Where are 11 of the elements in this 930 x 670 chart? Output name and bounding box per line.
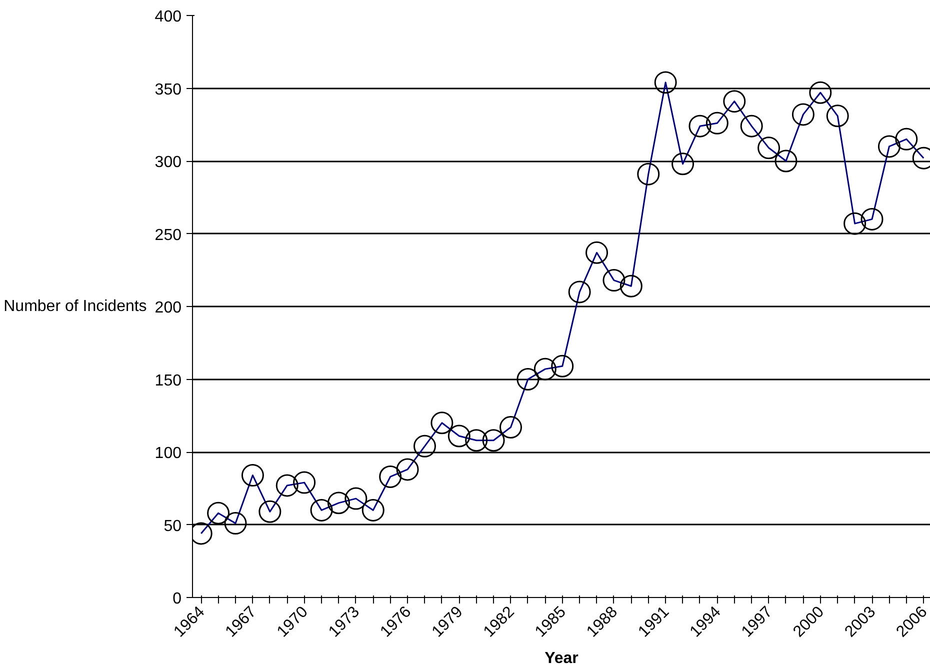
y-tick-label: 400: [154, 8, 182, 26]
y-tick-label: 150: [154, 372, 182, 390]
y-tick-label: 300: [154, 154, 182, 171]
y-tick-label: 100: [154, 445, 182, 462]
y-tick-label: 50: [164, 518, 182, 535]
y-tick-label: 250: [154, 226, 182, 244]
y-tick-label: 0: [172, 590, 182, 608]
x-axis-title: Year: [544, 650, 578, 668]
y-tick-label: 200: [154, 300, 182, 316]
y-tick-label: 350: [154, 81, 182, 98]
y-axis-title: Number of Incidents: [4, 298, 147, 315]
